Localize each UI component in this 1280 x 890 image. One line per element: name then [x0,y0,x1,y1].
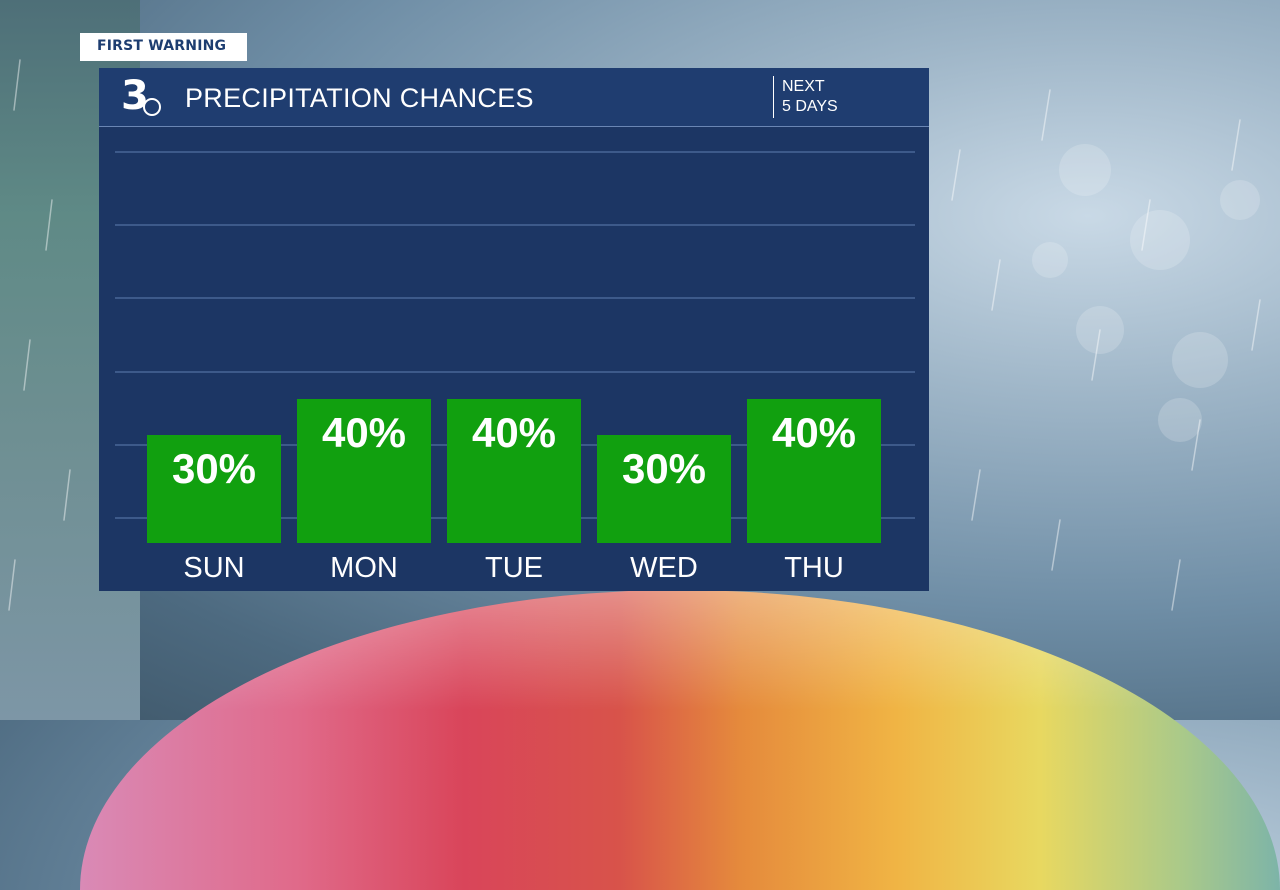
forecast-period-line1: NEXT [782,78,825,95]
bar-value-label: 30% [622,445,706,492]
bar-value-label: 30% [172,445,256,492]
bar-wed [597,435,731,543]
bar-sun [147,435,281,543]
first-warning-tag [80,33,247,61]
umbrella-image [80,590,1280,890]
forecast-period-line2: 5 DAYS [782,98,838,115]
day-label: MON [330,552,398,584]
day-label: SUN [183,552,244,584]
panel-header: 3 PRECIPITATION CHANCES NEXT 5 DAYS [99,68,929,127]
rain-streaks [0,0,1280,720]
day-label: WED [630,552,698,584]
bar-mon [297,399,431,543]
precipitation-bar-chart: 30% SUN 40% MON 40% TUE 30% WED 40% THU [115,151,915,584]
forecast-panel: 3 PRECIPITATION CHANCES NEXT 5 DAYS 30% S… [99,68,929,591]
bar-value-label: 40% [772,409,856,456]
chart-title: PRECIPITATION CHANCES [185,83,534,113]
day-label: TUE [485,552,543,584]
first-warning-label: FIRST WARNING [97,38,227,54]
bar-tue [447,399,581,543]
day-label: THU [784,552,844,584]
bar-value-label: 40% [322,409,406,456]
cbs-eye-icon [143,98,161,116]
forecast-period: NEXT 5 DAYS [782,77,838,117]
bar-value-label: 40% [472,409,556,456]
bar-thu [747,399,881,543]
header-divider [773,76,774,118]
